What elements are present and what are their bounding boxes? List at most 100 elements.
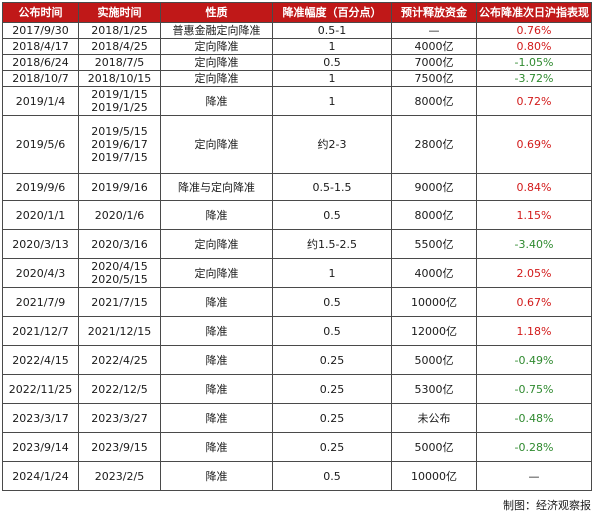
cell-released-funds: 10000亿 [391,461,477,491]
cell-index-performance: 2.05% [476,258,592,288]
cell-announce-date: 2024/1/24 [2,461,79,491]
cell-nature: 降准 [160,200,273,230]
cell-nature: 定向降准 [160,229,273,259]
implement-date-line: 2023/3/27 [91,411,148,425]
cell-announce-date: 2020/3/13 [2,229,79,259]
cell-nature: 降准 [160,345,273,375]
cell-implement-date: 2022/4/25 [78,345,161,375]
cell-index-performance: -1.05% [476,54,592,71]
cell-cut-size: 0.5 [272,200,392,230]
table-row: 2019/5/6 2019/5/15 2019/6/17 2019/7/15 定向降准约… [2,115,592,174]
implement-date-line: 2020/3/16 [91,237,148,251]
header-announce-date: 公布时间 [2,2,79,23]
cell-announce-date: 2018/10/7 [2,70,79,87]
cell-nature: 降准 [160,432,273,462]
cell-nature: 定向降准 [160,38,273,55]
table-row: 2018/4/17 2018/4/25 定向降准 1 4000亿 0.80% [2,38,592,55]
cell-index-performance: -0.28% [476,432,592,462]
implement-date-line: 2019/9/16 [91,180,148,194]
cell-implement-date: 2021/7/15 [78,287,161,317]
header-implement-date: 实施时间 [78,2,161,23]
cell-cut-size: 0.5-1.5 [272,173,392,201]
cell-implement-date: 2018/4/25 [78,38,161,55]
table-row: 2020/3/13 2020/3/16 定向降准 约1.5-2.5 5500亿 -3.40… [2,229,592,259]
implement-date-line: 2018/4/25 [91,40,148,53]
cell-index-performance: 1.18% [476,316,592,346]
cell-cut-size: 约1.5-2.5 [272,229,392,259]
implement-date-line: 2022/12/5 [91,382,148,396]
cell-released-funds: 7500亿 [391,70,477,87]
cell-released-funds: 2800亿 [391,115,477,174]
cell-implement-date: 2018/7/5 [78,54,161,71]
header-index-performance: 公布降准次日沪指表现 [476,2,592,23]
cell-implement-date: 2022/12/5 [78,374,161,404]
cell-released-funds: 未公布 [391,403,477,433]
table-row: 2018/6/24 2018/7/5 定向降准 0.5 7000亿 -1.05% [2,54,592,71]
header-nature: 性质 [160,2,273,23]
cell-index-performance: -0.48% [476,403,592,433]
cell-announce-date: 2021/7/9 [2,287,79,317]
implement-date-line: 2020/1/6 [94,208,145,222]
cell-index-performance: 0.80% [476,38,592,55]
cell-implement-date: 2023/3/27 [78,403,161,433]
cell-released-funds: 4000亿 [391,38,477,55]
table-row: 2022/4/15 2022/4/25 降准 0.25 5000亿 -0.49% [2,345,592,375]
cell-index-performance: — [476,461,592,491]
header-row: 公布时间 实施时间 性质 降准幅度（百分点） 预计释放资金 公布降准次日沪指表现 [2,2,592,23]
cell-announce-date: 2022/11/25 [2,374,79,404]
cell-announce-date: 2023/3/17 [2,403,79,433]
cell-nature: 降准 [160,86,273,116]
table-row: 2022/11/25 2022/12/5 降准 0.25 5300亿 -0.75% [2,374,592,404]
cell-cut-size: 0.25 [272,403,392,433]
cell-released-funds: 8000亿 [391,86,477,116]
cell-cut-size: 1 [272,86,392,116]
implement-date-line: 2018/1/25 [91,24,148,37]
implement-date-line: 2020/5/15 [91,273,148,286]
table-row: 2023/9/14 2023/9/15 降准 0.25 5000亿 -0.28% [2,432,592,462]
implement-date-line: 2020/4/15 [91,260,148,273]
cell-announce-date: 2023/9/14 [2,432,79,462]
cell-nature: 降准 [160,461,273,491]
cell-index-performance: -3.40% [476,229,592,259]
cell-cut-size: 0.5 [272,54,392,71]
cell-implement-date: 2021/12/15 [78,316,161,346]
cell-index-performance: -0.49% [476,345,592,375]
cell-index-performance: -3.72% [476,70,592,87]
cell-released-funds: 4000亿 [391,258,477,288]
table-row: 2021/12/7 2021/12/15 降准 0.5 12000亿 1.18% [2,316,592,346]
cell-announce-date: 2020/4/3 [2,258,79,288]
cell-announce-date: 2018/6/24 [2,54,79,71]
cell-announce-date: 2019/1/4 [2,86,79,116]
table-header: 公布时间 实施时间 性质 降准幅度（百分点） 预计释放资金 公布降准次日沪指表现 [2,2,592,23]
implement-date-line: 2022/4/25 [91,353,148,367]
cell-implement-date: 2019/9/16 [78,173,161,201]
cell-cut-size: 0.5 [272,461,392,491]
chart-credit: 制图：经济观察报 [503,499,591,512]
table-row: 2017/9/30 2018/1/25 普惠金融定向降准 0.5-1—0.76% [2,22,592,39]
cell-index-performance: -0.75% [476,374,592,404]
cell-released-funds: 5000亿 [391,345,477,375]
table-row: 2020/4/3 2020/4/15 2020/5/15 定向降准 1 4000亿 2.05… [2,258,592,288]
implement-date-line: 2019/6/17 [91,138,148,151]
cell-released-funds: 7000亿 [391,54,477,71]
cell-cut-size: 0.25 [272,374,392,404]
table-row: 2020/1/1 2020/1/6 降准 0.5 8000亿 1.15% [2,200,592,230]
cell-cut-size: 0.25 [272,432,392,462]
cell-nature: 降准 [160,374,273,404]
cell-nature: 降准 [160,287,273,317]
cell-announce-date: 2017/9/30 [2,22,79,39]
cell-implement-date: 2020/3/16 [78,229,161,259]
cell-index-performance: 0.67% [476,287,592,317]
cell-announce-date: 2020/1/1 [2,200,79,230]
cell-released-funds: 5500亿 [391,229,477,259]
cell-nature: 定向降准 [160,115,273,174]
implement-date-line: 2021/7/15 [91,295,148,309]
implement-date-line: 2019/1/15 [91,88,148,101]
cell-announce-date: 2019/5/6 [2,115,79,174]
cell-implement-date: 2018/1/25 [78,22,161,39]
cell-implement-date: 2018/10/15 [78,70,161,87]
table-row: 2019/9/6 2019/9/16 降准与定向降准 0.5-1.5 9000亿 0.84… [2,173,592,201]
cell-cut-size: 1 [272,38,392,55]
rrr-cut-table: 公布时间 实施时间 性质 降准幅度（百分点） 预计释放资金 公布降准次日沪指表现… [2,2,592,491]
cell-announce-date: 2021/12/7 [2,316,79,346]
